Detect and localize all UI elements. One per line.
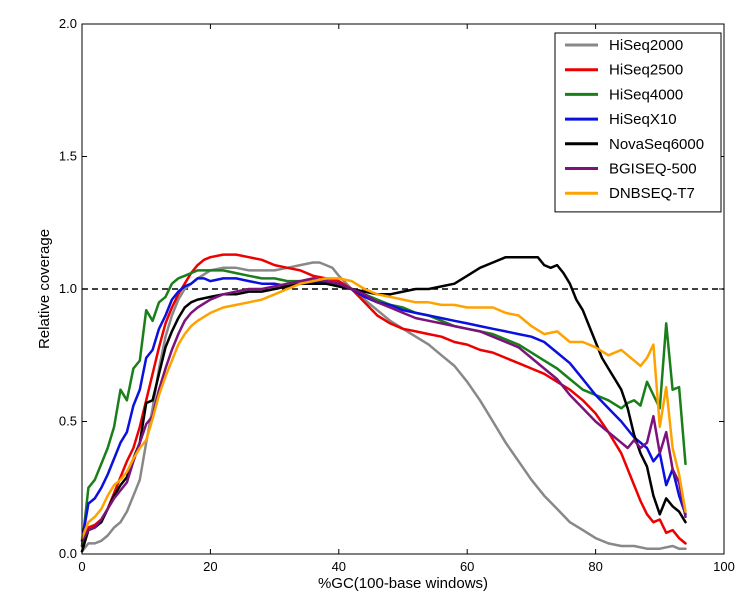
legend-label: BGISEQ-500: [609, 161, 697, 178]
y-axis-title: Relative coverage: [36, 229, 53, 349]
x-tick-label: 20: [203, 559, 217, 574]
series-line-dnbseq-t7: [80, 277, 687, 540]
x-tick-label: 0: [78, 559, 85, 574]
y-tick-label: 0.0: [59, 546, 77, 561]
legend-label: HiSeqX10: [609, 111, 677, 128]
y-tick-label: 1.5: [59, 149, 77, 164]
legend-label: NovaSeq6000: [609, 136, 704, 153]
legend-label: HiSeq2000: [609, 37, 683, 54]
legend-label: HiSeq4000: [609, 86, 683, 103]
series-line-novaseq6000: [80, 255, 687, 553]
y-tick-label: 1.0: [59, 281, 77, 296]
x-tick-label: 80: [588, 559, 602, 574]
x-axis-title: %GC(100-base windows): [318, 575, 488, 592]
legend-box: [554, 32, 722, 213]
x-tick-label: 40: [332, 559, 346, 574]
x-tick-label: 60: [460, 559, 474, 574]
y-tick-label: 2.0: [59, 16, 77, 31]
series-layer: [80, 253, 687, 553]
legend: HiSeq2000 HiSeq2500 HiSeq4000 HiSeqX10 NovaS…: [554, 32, 722, 213]
series-line-hiseqx10: [80, 277, 687, 543]
legend-label: DNBSEQ-T7: [609, 185, 695, 202]
axis-ticks: 0 20 40 60 80 100 0.0 0.5 1.0 1.5 2.0: [59, 16, 735, 574]
y-tick-label: 0.5: [59, 414, 77, 429]
series-line-hiseq2000: [80, 261, 687, 553]
series-line-bgiseq-500: [80, 277, 687, 543]
legend-label: HiSeq2500: [609, 62, 683, 79]
x-tick-label: 100: [713, 559, 735, 574]
